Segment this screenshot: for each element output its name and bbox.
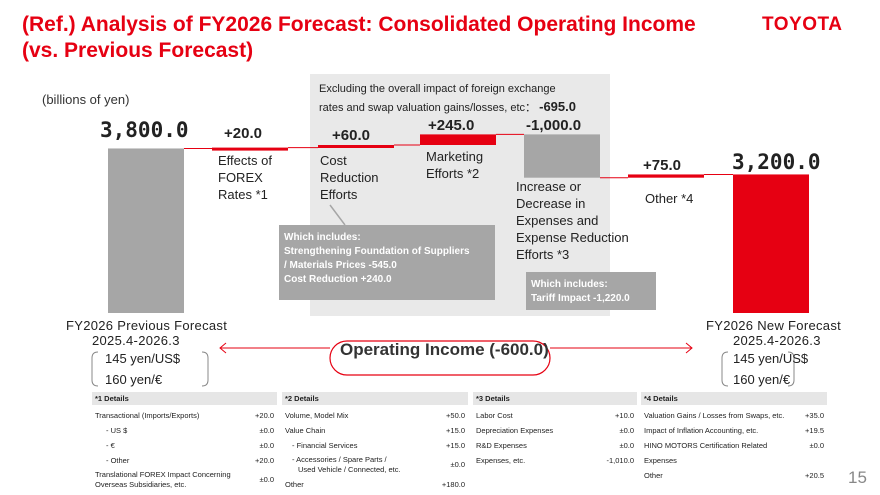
table-row: Volume, Model Mix +50.0 [285,410,465,420]
value-label-cost: +60.0 [332,127,370,144]
operating-income-bracket [91,340,795,387]
waterfall-chart [108,133,809,313]
table-row: Valuation Gains / Losses from Swaps, etc… [644,410,824,420]
details-2-header: *2 Details [282,392,468,405]
prev-rate-eur: 160 yen/€ [105,372,163,387]
prev-forecast-period: 2025.4-2026.3 [92,333,180,348]
note-line-2: rates and swap valuation gains/losses, e… [319,102,537,114]
new-forecast-label: FY2026 New Forecast [706,318,842,333]
bar-expenses [524,134,600,178]
table-row: - Accessories / Spare Parts / Used Vehicl… [292,455,465,474]
table-row: R&D Expenses ±0.0 [476,440,634,450]
tariff-callout: Which includes: Tariff Impact -1,220.0 [526,272,656,310]
details-1-header: *1 Details [92,392,277,405]
bar-marketing [420,134,496,145]
value-label-marketing: +245.0 [428,117,475,134]
table-row: Impact of Inflation Accounting, etc. +19.… [644,425,824,435]
bar-cost-reduction [318,144,394,148]
new-rate-usd: 145 yen/US$ [733,351,809,366]
toyota-logo: TOYOTA [762,14,843,35]
table-row: Other +20.5 [644,470,824,480]
value-label-prev: 3,800.0 [100,118,189,142]
category-label-forex: Effects of FOREX Rates *1 [218,153,272,202]
details-3-header: *3 Details [473,392,637,405]
table-row: Labor Cost +10.0 [476,410,634,420]
bar-forex [212,147,288,151]
prev-forecast-label: FY2026 Previous Forecast [66,318,228,333]
category-label-cost: Cost Reduction Efforts [320,153,379,202]
prev-rate-usd: 145 yen/US$ [105,351,181,366]
new-rate-eur: 160 yen/€ [733,372,791,387]
new-forecast-period: 2025.4-2026.3 [733,333,821,348]
page-title: (Ref.) Analysis of FY2026 Forecast: Cons… [22,12,722,64]
table-row: Transactional (Imports/Exports) +20.0 [95,410,274,420]
table-row: Value Chain +15.0 [285,425,465,435]
details-table-2: *2 Details Volume, Model Mix +50.0 Value … [282,392,468,492]
details-table-3: *3 Details Labor Cost +10.0 Depreciation … [473,392,637,468]
table-row: Expenses [644,455,677,465]
table-row: Other +180.0 [285,479,465,489]
table-row: - Financial Services +15.0 [292,440,465,450]
note-value: -695.0 [539,99,576,114]
cost-callout: Which includes: Strengthening Foundation… [279,225,495,300]
category-label-other: Other *4 [645,191,694,206]
table-row: HINO MOTORS Certification Related ±0.0 [644,440,824,450]
bar-other [628,174,704,178]
value-label-other: +75.0 [643,157,681,174]
value-label-expenses: -1,000.0 [526,117,582,134]
bar-new-forecast [733,174,809,313]
value-label-forex: +20.0 [224,125,262,142]
page-number: 15 [848,468,867,487]
details-4-header: *4 Details [641,392,827,405]
note-line-1: Excluding the overall impact of foreign … [319,83,556,95]
details-table-1: *1 Details Transactional (Imports/Export… [92,392,277,492]
callout-pointer [329,204,346,226]
table-row: - € ±0.0 [106,440,274,450]
category-label-marketing: Marketing Efforts *2 [426,149,484,181]
title-line-2: (vs. Previous Forecast) [22,39,254,62]
details-table-4: *4 Details Valuation Gains / Losses from… [641,392,827,483]
table-row: Translational FOREX Impact Concerning Ove… [95,470,274,489]
title-line-1: (Ref.) Analysis of FY2026 Forecast: Cons… [22,13,696,36]
table-row: - US $ ±0.0 [106,425,274,435]
unit-label: (billions of yen) [42,92,130,107]
table-row: Expenses, etc. -1,010.0 [476,455,634,465]
bar-prev-forecast [108,148,184,313]
value-label-new: 3,200.0 [732,150,821,174]
table-row: Depreciation Expenses ±0.0 [476,425,634,435]
operating-income-label: Operating Income (-600.0) [340,340,549,359]
category-label-expenses: Increase or Decrease in Expenses and Exp… [516,179,629,262]
table-row: - Other +20.0 [106,455,274,465]
excluding-fx-note: Excluding the overall impact of foreign … [319,80,576,117]
